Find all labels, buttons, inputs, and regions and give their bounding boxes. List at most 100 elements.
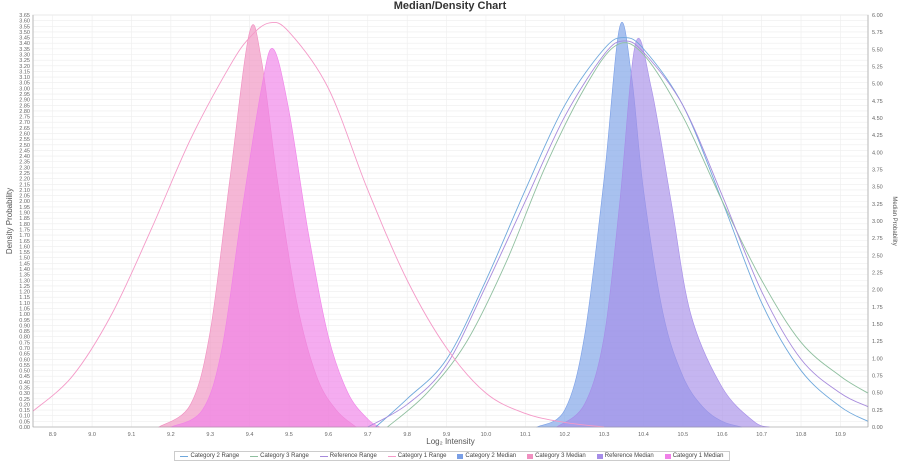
x-tick-label: 9.9	[443, 432, 451, 438]
y-tick-label: 3.05	[19, 81, 30, 87]
x-tick-label: 9.0	[88, 432, 96, 438]
legend-swatch	[319, 455, 328, 457]
legend-swatch	[596, 453, 603, 459]
y-tick-label: 1.85	[19, 216, 30, 222]
y-tick-label: 1.40	[19, 267, 30, 273]
range-line-series	[32, 21, 605, 428]
legend-swatch	[387, 455, 396, 457]
y-tick-label: 1.65	[19, 239, 30, 245]
y-tick-label: 0.00	[19, 425, 30, 431]
x-tick-label: 9.1	[128, 432, 136, 438]
y-tick-label: 3.55	[19, 24, 30, 30]
y-tick-label: 3.40	[19, 41, 30, 47]
x-tick-label: 10.4	[638, 432, 649, 438]
y-tick-label: 2.85	[19, 103, 30, 109]
y2-tick-label: 4.75	[872, 99, 883, 105]
y-tick-label: 2.75	[19, 115, 30, 121]
y2-tick-label: 2.50	[872, 253, 883, 259]
y-tick-label: 1.95	[19, 205, 30, 211]
y2-tick-label: 0.00	[872, 425, 883, 431]
y2-tick-label: 1.25	[872, 339, 883, 345]
y-tick-label: 2.50	[19, 143, 30, 149]
y-tick-label: 0.60	[19, 357, 30, 363]
y-tick-label: 1.35	[19, 273, 30, 279]
y-tick-label: 0.35	[19, 385, 30, 391]
legend-item: Category 2 Median	[457, 453, 516, 459]
legend-item: Reference Range	[319, 453, 377, 459]
legend-item: Category 1 Range	[387, 453, 446, 459]
x-tick-label: 9.6	[325, 432, 333, 438]
y2-axis-label: Median Probability	[891, 196, 897, 245]
y-tick-label: 0.65	[19, 352, 30, 358]
x-tick-label: 9.4	[246, 432, 254, 438]
legend-item: Category 3 Range	[250, 453, 309, 459]
y-tick-label: 0.30	[19, 391, 30, 397]
legend-label: Category 3 Median	[535, 453, 586, 459]
median-area-series	[170, 48, 381, 428]
y2-tick-label: 1.75	[872, 305, 883, 311]
y2-tick-label: 3.75	[872, 168, 883, 174]
y-tick-label: 2.05	[19, 194, 30, 200]
legend-item: Reference Median	[596, 453, 654, 459]
legend-swatch	[250, 455, 259, 457]
y2-tick-label: 3.50	[872, 185, 883, 191]
y2-tick-label: 1.50	[872, 322, 883, 328]
y-tick-label: 0.05	[19, 419, 30, 425]
legend-item: Category 1 Median	[664, 453, 723, 459]
y-tick-label: 2.65	[19, 126, 30, 132]
y-tick-label: 3.20	[19, 64, 30, 70]
y-tick-label: 2.55	[19, 137, 30, 143]
y2-tick-label: 3.00	[872, 219, 883, 225]
y2-tick-label: 4.25	[872, 133, 883, 139]
y-tick-label: 2.30	[19, 165, 30, 171]
x-tick-label: 9.3	[206, 432, 214, 438]
y-tick-label: 2.40	[19, 154, 30, 160]
range-line-series	[367, 40, 869, 428]
y2-tick-label: 1.00	[872, 356, 883, 362]
y-tick-label: 0.20	[19, 402, 30, 408]
y-tick-label: 1.55	[19, 250, 30, 256]
y-tick-label: 0.45	[19, 374, 30, 380]
y-tick-label: 1.50	[19, 256, 30, 262]
y-tick-label: 0.85	[19, 329, 30, 335]
y2-tick-label: 5.25	[872, 65, 883, 71]
x-tick-label: 9.8	[403, 432, 411, 438]
x-tick-label: 10.2	[559, 432, 570, 438]
y-tick-label: 0.40	[19, 380, 30, 386]
y2-tick-label: 2.25	[872, 271, 883, 277]
y2-tick-label: 5.50	[872, 47, 883, 53]
median-area-series	[556, 37, 770, 428]
x-tick-label: 9.7	[364, 432, 372, 438]
x-tick-label: 10.1	[520, 432, 531, 438]
x-tick-label: 10.3	[599, 432, 610, 438]
x-tick-label: 9.2	[167, 432, 175, 438]
y-tick-label: 2.60	[19, 132, 30, 138]
y2-tick-label: 4.50	[872, 116, 883, 122]
y-tick-label: 1.60	[19, 244, 30, 250]
y2-tick-label: 0.25	[872, 408, 883, 414]
y-tick-label: 2.10	[19, 188, 30, 194]
y2-tick-label: 4.00	[872, 150, 883, 156]
range-line-series	[375, 37, 869, 428]
y-tick-label: 0.15	[19, 408, 30, 414]
y-tick-label: 2.15	[19, 182, 30, 188]
y-tick-label: 2.00	[19, 199, 30, 205]
legend-swatch	[664, 453, 671, 459]
y-tick-label: 2.70	[19, 120, 30, 126]
y2-tick-label: 0.50	[872, 391, 883, 397]
x-tick-label: 8.9	[49, 432, 57, 438]
legend-label: Reference Range	[329, 453, 377, 459]
y-tick-label: 2.80	[19, 109, 30, 115]
y-tick-label: 1.00	[19, 312, 30, 318]
y-tick-label: 2.20	[19, 177, 30, 183]
x-tick-label: 10.9	[835, 432, 846, 438]
y-tick-label: 1.45	[19, 261, 30, 267]
chart-legend: Category 2 Range Category 3 Range Referenc…	[174, 451, 730, 461]
x-tick-label: 10.7	[756, 432, 767, 438]
y-tick-label: 3.45	[19, 36, 30, 42]
legend-label: Category 2 Range	[190, 453, 240, 459]
x-tick-label: 10.0	[481, 432, 492, 438]
y2-tick-label: 0.75	[872, 374, 883, 380]
y-axis-label: Density Probability	[5, 188, 14, 254]
